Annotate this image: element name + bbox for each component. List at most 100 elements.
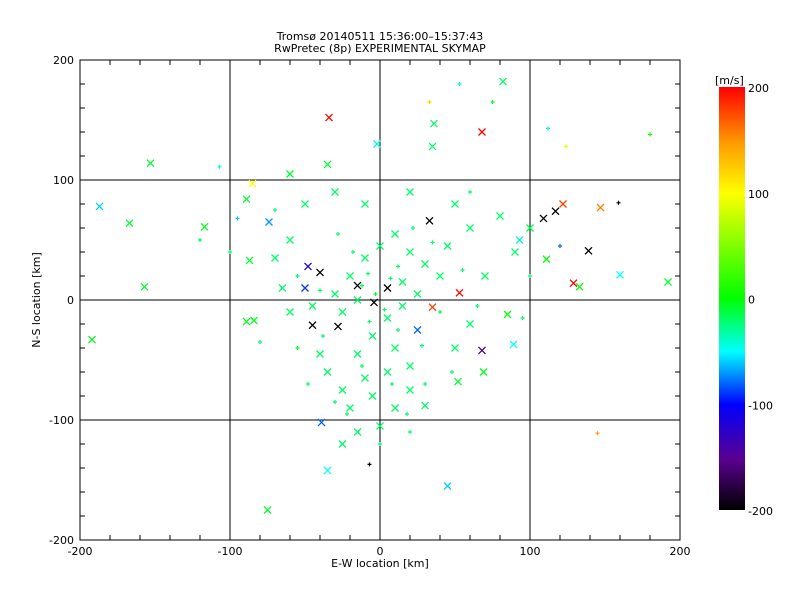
- x-axis-label: E-W location [km]: [331, 557, 429, 570]
- data-point-plus: [367, 462, 372, 467]
- data-point-cross: [331, 290, 339, 298]
- data-point-cross: [373, 140, 381, 148]
- data-point-cross: [391, 404, 399, 412]
- data-point-plus: [373, 292, 378, 296]
- data-point-cross: [353, 281, 362, 290]
- data-point-cross: [406, 248, 414, 256]
- data-point-cross: [515, 236, 524, 244]
- data-point-cross: [271, 254, 279, 262]
- chart-subtitle: RwPretec (8p) EXPERIMENTAL SKYMAP: [274, 42, 486, 55]
- y-tick-label: -200: [49, 534, 74, 547]
- x-tick-label: 0: [377, 545, 384, 558]
- data-point-plus: [318, 288, 322, 293]
- data-point-plus: [595, 431, 600, 436]
- data-point-cross: [242, 317, 251, 326]
- data-point-cross: [248, 179, 257, 188]
- data-point-cross: [286, 170, 294, 178]
- data-point-cross: [304, 262, 312, 271]
- data-point-plus: [648, 132, 652, 137]
- data-point-cross: [376, 242, 384, 250]
- data-point-cross: [376, 422, 384, 430]
- data-point-plus: [396, 264, 400, 269]
- data-point-cross: [430, 119, 438, 128]
- data-point-cross: [88, 335, 96, 344]
- x-tick-label: 100: [520, 545, 541, 558]
- y-tick-label: 200: [53, 54, 74, 67]
- data-point-plus: [396, 328, 400, 332]
- data-point-cross: [361, 200, 369, 208]
- data-point-cross: [481, 272, 489, 280]
- data-point-plus: [423, 382, 427, 386]
- data-point-plus: [450, 370, 454, 374]
- data-point-plus: [475, 304, 480, 308]
- data-point-plus: [366, 271, 370, 276]
- data-point-cross: [526, 224, 534, 232]
- data-point-cross: [425, 216, 434, 225]
- data-point-cross: [323, 466, 332, 475]
- data-point-plus: [520, 316, 525, 320]
- y-tick-label: 100: [53, 174, 74, 187]
- data-point-plus: [360, 364, 364, 368]
- data-point-plus: [321, 334, 325, 338]
- data-point-cross: [200, 222, 209, 231]
- data-point-plus: [367, 319, 372, 324]
- data-point-cross: [353, 428, 362, 436]
- data-point-plus: [382, 307, 387, 312]
- x-tick-labels: -200 -100 0 100 200: [68, 545, 691, 558]
- data-point-plus: [490, 100, 495, 104]
- chart-title: Tromsø 20140511 15:36:00–15:37:43: [276, 30, 484, 43]
- y-tick-label: -100: [49, 414, 74, 427]
- data-point-cross: [325, 113, 333, 122]
- colorbar-tick-label: 100: [748, 188, 769, 201]
- data-point-cross: [316, 350, 324, 358]
- colorbar-tick-label: -100: [748, 399, 773, 412]
- data-point-cross: [338, 440, 347, 448]
- data-point-plus: [295, 274, 300, 278]
- data-point-cross: [496, 212, 504, 220]
- data-point-cross: [361, 374, 369, 382]
- data-point-cross: [406, 362, 414, 370]
- data-point-cross: [569, 279, 578, 288]
- data-point-plus: [378, 442, 382, 446]
- data-point-cross: [479, 368, 488, 376]
- data-point-cross: [368, 332, 377, 340]
- data-point-cross: [383, 368, 392, 376]
- data-point-cross: [125, 219, 134, 228]
- data-point-cross: [443, 482, 452, 490]
- data-point-cross: [398, 302, 407, 310]
- data-point-cross: [398, 278, 407, 286]
- grid-lines: [80, 60, 680, 540]
- x-tick-label: 200: [670, 545, 691, 558]
- x-tick-label: -200: [68, 545, 93, 558]
- data-point-cross: [455, 288, 464, 297]
- y-tick-labels: -200 -100 0 100 200: [49, 54, 74, 547]
- colorbar-tick-labels: 200 100 0 -100 -200: [748, 82, 773, 518]
- data-point-plus: [616, 200, 621, 205]
- data-point-cross: [428, 142, 437, 151]
- data-points: [88, 77, 672, 514]
- data-point-cross: [511, 248, 519, 256]
- data-point-cross: [421, 401, 429, 410]
- data-point-plus: [336, 232, 340, 236]
- data-point-cross: [413, 326, 422, 334]
- data-point-plus: [258, 340, 262, 344]
- data-point-cross: [316, 268, 324, 277]
- data-point-plus: [351, 250, 355, 254]
- data-point-plus: [468, 190, 472, 194]
- data-point-cross: [559, 200, 567, 208]
- data-point-cross: [383, 284, 392, 292]
- data-point-cross: [263, 506, 272, 514]
- data-point-plus: [546, 126, 550, 131]
- data-point-cross: [250, 316, 258, 325]
- data-point-cross: [454, 377, 462, 386]
- data-point-cross: [286, 236, 294, 244]
- data-point-cross: [391, 230, 399, 238]
- data-point-cross: [443, 242, 452, 250]
- data-point-plus: [217, 164, 222, 169]
- colorbar-label: [m/s]: [715, 74, 744, 87]
- data-point-cross: [428, 303, 437, 312]
- data-point-cross: [383, 314, 392, 322]
- data-point-cross: [542, 255, 551, 264]
- data-point-cross: [317, 418, 326, 427]
